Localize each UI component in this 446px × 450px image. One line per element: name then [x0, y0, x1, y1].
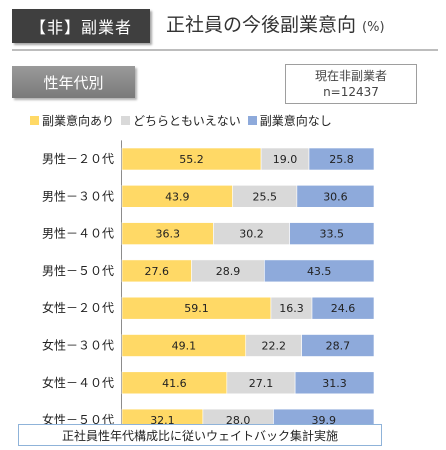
data-label: 41.6 [162, 377, 187, 390]
bar-segment-2 [294, 371, 375, 395]
data-label: 28.0 [226, 414, 251, 427]
data-label: 19.0 [273, 153, 298, 166]
legend-swatch-neutral [121, 115, 131, 125]
data-label: 32.1 [150, 414, 175, 427]
bar-segment-2 [308, 147, 375, 171]
legend-item-yes: 副業意向あり [30, 112, 114, 129]
data-label: 31.3 [322, 377, 347, 390]
data-label: 39.9 [311, 414, 336, 427]
data-label: 24.6 [331, 302, 356, 315]
data-label: 28.9 [216, 265, 241, 278]
section-tag: 【非】副業者 [12, 9, 150, 43]
bar-segment-2 [296, 185, 375, 208]
data-label: 25.8 [329, 153, 354, 166]
footnote: 正社員性年代構成比に従いウェイトバック集計実施 [18, 424, 382, 446]
bar-segment-2 [301, 334, 375, 357]
legend-swatch-no [247, 115, 257, 125]
data-label: 36.3 [155, 228, 180, 241]
legend-label-no: 副業意向なし [259, 113, 332, 128]
category-label: 女性－２０代 [42, 300, 114, 315]
category-label: 女性－５０代 [42, 412, 114, 427]
data-label: 43.9 [165, 190, 190, 203]
sample-label: 現在非副業者 [314, 69, 387, 83]
data-label: 43.5 [307, 265, 332, 278]
data-label: 27.1 [249, 377, 274, 390]
data-label: 55.2 [179, 153, 204, 166]
data-label: 25.5 [253, 190, 278, 203]
data-label: 33.5 [320, 228, 345, 241]
legend-swatch-yes [30, 115, 39, 125]
data-label: 59.1 [184, 302, 209, 315]
legend-item-no: 副業意向なし [247, 112, 332, 129]
title-text: 正社員の今後副業意向 [166, 14, 357, 36]
data-label: 30.2 [239, 228, 264, 241]
sample-size-box: 現在非副業者 n=12437 [285, 64, 417, 104]
data-label: 49.1 [172, 340, 197, 353]
sample-count: n=12437 [323, 85, 379, 99]
category-label: 女性－３０代 [42, 338, 114, 353]
data-label: 16.3 [279, 302, 304, 315]
data-label: 22.2 [261, 340, 286, 353]
title-divider [12, 49, 438, 51]
data-label: 30.6 [323, 190, 348, 203]
data-label: 27.6 [145, 265, 170, 278]
bar-segment-2 [311, 296, 375, 320]
data-label: 28.7 [326, 340, 351, 353]
legend-label-yes: 副業意向あり [42, 113, 115, 128]
category-label: 女性－４０代 [42, 375, 114, 390]
category-label: 男性－３０代 [42, 189, 114, 203]
bar-segment-2 [264, 259, 375, 283]
bar-segment-2 [289, 222, 375, 245]
category-label: 男性－４０代 [42, 227, 114, 241]
segment-tag: 性年代別 [12, 66, 135, 98]
title-unit: (%) [362, 20, 385, 35]
legend-label-neutral: どちらともいえない [133, 113, 241, 128]
category-label: 男性－２０代 [42, 152, 114, 166]
page-title: 正社員の今後副業意向 (%) [166, 10, 385, 42]
category-label: 男性－５０代 [42, 264, 114, 278]
chart-legend: 副業意向あり どちらともいえない 副業意向なし [30, 112, 339, 128]
legend-item-neutral: どちらともいえない [121, 112, 241, 129]
